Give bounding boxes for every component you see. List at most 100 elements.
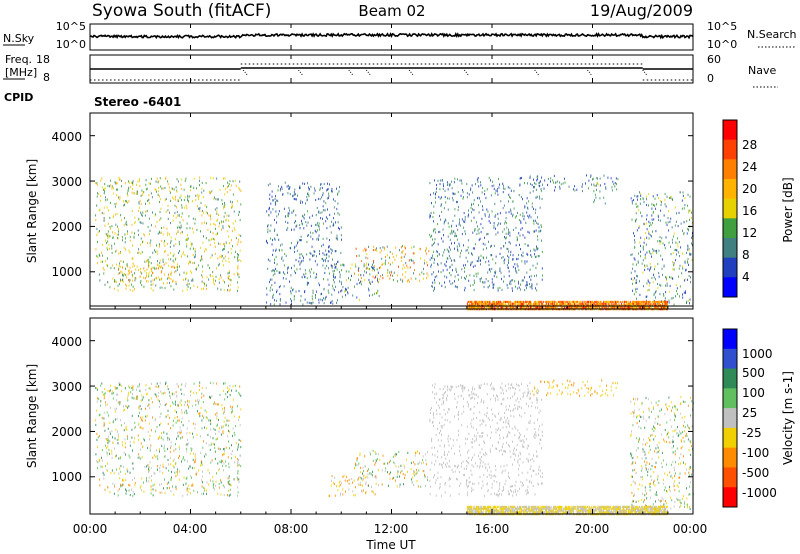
heatmap-cell bbox=[657, 304, 659, 307]
heatmap-cell bbox=[516, 287, 518, 290]
heatmap-cell bbox=[186, 222, 188, 225]
heatmap-cell bbox=[524, 236, 526, 239]
heatmap-cell bbox=[392, 274, 394, 277]
colorbar-swatch bbox=[723, 159, 737, 180]
heatmap-cell bbox=[413, 272, 414, 275]
heatmap-cell bbox=[214, 245, 216, 248]
heatmap-cell bbox=[161, 239, 163, 242]
heatmap-cell bbox=[224, 382, 226, 385]
heatmap-cell bbox=[110, 384, 111, 387]
heatmap-cell bbox=[684, 261, 686, 264]
heatmap-cell bbox=[123, 405, 124, 408]
heatmap-cell bbox=[145, 480, 147, 483]
heatmap-cell bbox=[517, 302, 518, 305]
heatmap-cell bbox=[293, 264, 295, 267]
heatmap-cell bbox=[170, 427, 171, 430]
heatmap-cell bbox=[409, 266, 411, 269]
heatmap-cell bbox=[117, 438, 119, 441]
heatmap-cell bbox=[287, 271, 288, 274]
heatmap-cell bbox=[175, 463, 176, 466]
heatmap-cell bbox=[110, 472, 112, 475]
heatmap-cell bbox=[127, 189, 129, 192]
heatmap-cell bbox=[473, 216, 475, 219]
heatmap-cell bbox=[394, 453, 396, 456]
heatmap-cell bbox=[461, 268, 463, 271]
heatmap-cell bbox=[502, 306, 504, 309]
heatmap-cell bbox=[171, 271, 172, 274]
heatmap-cell bbox=[233, 431, 235, 434]
heatmap-cell bbox=[220, 274, 222, 277]
heatmap-cell bbox=[649, 267, 651, 270]
heatmap-cell bbox=[345, 270, 347, 273]
heatmap-cell bbox=[318, 210, 320, 213]
heatmap-cell bbox=[116, 468, 117, 471]
heatmap-cell bbox=[319, 211, 321, 214]
heatmap-cell bbox=[222, 430, 224, 433]
heatmap-cell bbox=[194, 248, 196, 251]
heatmap-cell bbox=[120, 270, 122, 273]
heatmap-cell bbox=[293, 247, 295, 250]
heatmap-cell bbox=[514, 263, 516, 266]
heatmap-cell bbox=[481, 191, 483, 194]
heatmap-cell bbox=[434, 279, 435, 282]
heatmap-cell bbox=[215, 432, 216, 435]
heatmap-cell bbox=[226, 190, 228, 194]
heatmap-cell bbox=[634, 246, 636, 249]
heatmap-cell bbox=[101, 391, 103, 394]
heatmap-cell bbox=[115, 428, 117, 431]
heatmap-cell bbox=[480, 300, 482, 303]
heatmap-cell bbox=[441, 196, 442, 199]
heatmap-cell bbox=[237, 267, 239, 270]
heatmap-cell bbox=[193, 186, 195, 189]
heatmap-cell bbox=[129, 278, 131, 281]
heatmap-cell bbox=[181, 230, 183, 234]
heatmap-cell bbox=[358, 278, 360, 281]
heatmap-cell bbox=[219, 427, 220, 430]
heatmap-cell bbox=[166, 487, 168, 490]
heatmap-cell bbox=[529, 283, 530, 286]
heatmap-cell bbox=[192, 483, 194, 486]
heatmap-cell bbox=[663, 294, 665, 297]
heatmap-cell bbox=[138, 438, 140, 441]
heatmap-cell bbox=[192, 432, 193, 435]
heatmap-cell bbox=[221, 254, 222, 257]
heatmap-cell bbox=[527, 182, 528, 185]
heatmap-cell bbox=[201, 396, 203, 399]
heatmap-cell bbox=[118, 230, 119, 233]
heatmap-cell bbox=[368, 278, 370, 282]
heatmap-cell bbox=[612, 300, 614, 303]
heatmap-cell bbox=[239, 393, 241, 396]
power-colorbar-label: Power [dB] bbox=[781, 177, 795, 242]
heatmap-cell bbox=[662, 273, 664, 276]
heatmap-cell bbox=[205, 416, 207, 419]
heatmap-cell bbox=[484, 214, 486, 218]
heatmap-cell bbox=[564, 306, 565, 309]
heatmap-cell bbox=[121, 271, 123, 274]
heatmap-cell bbox=[512, 200, 514, 203]
heatmap-cell bbox=[646, 195, 648, 198]
heatmap-cell bbox=[570, 302, 572, 305]
heatmap-cell bbox=[150, 488, 152, 491]
heatmap-cell bbox=[100, 465, 102, 468]
heatmap-cell bbox=[429, 215, 431, 218]
heatmap-cell bbox=[185, 278, 186, 281]
heatmap-cell bbox=[211, 254, 213, 257]
heatmap-cell bbox=[273, 269, 275, 272]
heatmap-cell bbox=[210, 435, 211, 438]
heatmap-cell bbox=[537, 238, 539, 241]
heatmap-cell bbox=[174, 266, 176, 269]
heatmap-cell bbox=[186, 447, 188, 450]
heatmap-cell bbox=[379, 278, 381, 281]
heatmap-cell bbox=[596, 302, 598, 305]
heatmap-cell bbox=[170, 199, 172, 202]
heatmap-cell bbox=[237, 273, 239, 276]
heatmap-cell bbox=[310, 252, 312, 255]
heatmap-cell bbox=[541, 267, 543, 270]
heatmap-cell bbox=[452, 282, 454, 285]
heatmap-cell bbox=[218, 469, 220, 472]
heatmap-cell bbox=[433, 211, 435, 214]
heatmap-cell bbox=[142, 211, 144, 214]
heatmap-cell bbox=[238, 276, 240, 279]
heatmap-cell bbox=[507, 286, 509, 289]
heatmap-cell bbox=[659, 306, 661, 309]
